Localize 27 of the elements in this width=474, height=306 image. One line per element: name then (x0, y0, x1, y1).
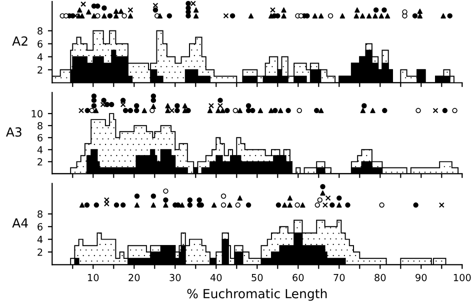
y-tick-label: 8 (38, 210, 42, 218)
x-tick-label: 60 (292, 274, 304, 282)
x-tick-label: 90 (416, 274, 427, 282)
y-tick-label: 2 (38, 248, 42, 256)
y-tick-label: 6 (38, 223, 42, 230)
y-tick-label: 4 (37, 53, 43, 60)
x-tick-label: 50 (252, 274, 263, 282)
y-tick-label: 10 (32, 110, 42, 118)
x-tick-label: 40 (210, 274, 222, 282)
x-tick-label: 30 (170, 274, 181, 282)
y-tick-label: 8 (38, 122, 42, 130)
y-tick-label: 6 (38, 134, 42, 142)
y-tick-label: 8 (38, 27, 42, 35)
y-tick-label: 6 (38, 40, 42, 48)
x-tick-label: 10 (88, 274, 99, 282)
x-tick-label: 20 (128, 274, 140, 282)
y-tick-label: 2 (38, 66, 42, 74)
y-axis-title: A4 (12, 218, 28, 228)
x-tick-label: 70 (334, 274, 345, 282)
y-axis-title: A3 (6, 127, 22, 137)
x-axis-title: % Euchromatic Length (187, 288, 327, 301)
y-tick-label: 4 (37, 146, 43, 154)
y-axis-title: A2 (12, 36, 28, 46)
x-tick-label: 80 (374, 274, 386, 282)
y-tick-label: 2 (38, 158, 42, 166)
x-tick-label: 100 (454, 274, 471, 282)
y-tick-label: 4 (37, 236, 43, 243)
